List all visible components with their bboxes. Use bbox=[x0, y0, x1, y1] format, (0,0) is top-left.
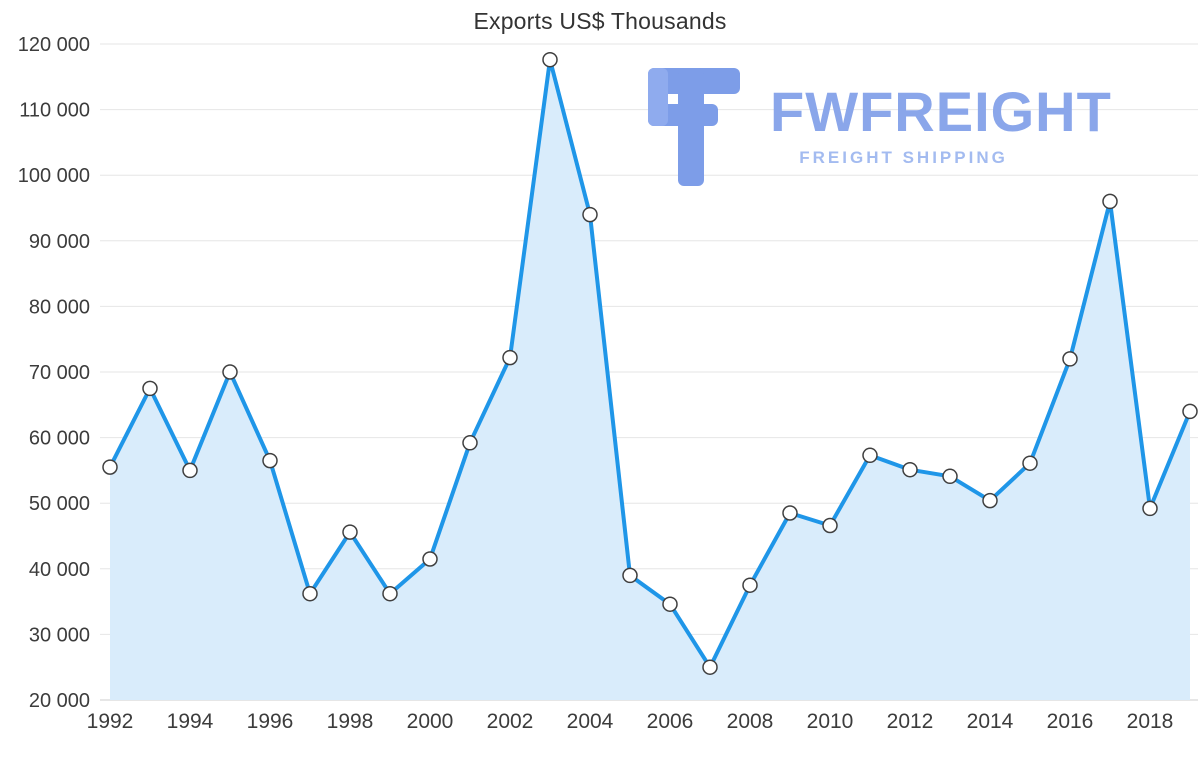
x-axis-tick-label: 2018 bbox=[1127, 710, 1174, 733]
x-axis-tick-label: 2012 bbox=[887, 710, 934, 733]
x-axis-tick-label: 1992 bbox=[87, 710, 134, 733]
x-axis-tick-label: 2008 bbox=[727, 710, 774, 733]
y-axis-tick-label: 40 000 bbox=[29, 559, 90, 581]
data-point-marker-2016[interactable] bbox=[1062, 351, 1078, 367]
x-axis-tick-label: 2010 bbox=[807, 710, 854, 733]
chart-title: Exports US$ Thousands bbox=[473, 8, 727, 34]
data-point-marker-1995[interactable] bbox=[222, 364, 238, 380]
data-point-marker-2004[interactable] bbox=[582, 206, 598, 223]
data-point-marker-1994[interactable] bbox=[182, 462, 198, 479]
data-point-marker-1997[interactable] bbox=[302, 585, 318, 602]
data-point-marker-2012[interactable] bbox=[902, 461, 918, 478]
series-line bbox=[108, 57, 1192, 670]
data-point-marker-1998[interactable] bbox=[342, 524, 358, 540]
data-point-marker-2015[interactable] bbox=[1022, 455, 1038, 471]
y-axis-tick-label: 70 000 bbox=[29, 362, 90, 384]
data-point-marker-2013[interactable] bbox=[942, 468, 958, 485]
x-axis-tick-label: 2004 bbox=[567, 710, 614, 733]
y-axis-tick-label: 80 000 bbox=[29, 296, 90, 318]
area-fill bbox=[110, 59, 1190, 700]
data-point-marker-2006[interactable] bbox=[662, 596, 678, 612]
data-point-marker-2009[interactable] bbox=[782, 505, 798, 521]
y-axis-tick-label: 60 000 bbox=[29, 428, 90, 450]
data-point-marker-2003[interactable] bbox=[542, 51, 558, 68]
x-axis-tick-label: 2006 bbox=[647, 710, 694, 733]
x-axis-tick-label: 2016 bbox=[1047, 710, 1094, 733]
data-point-marker-2011[interactable] bbox=[862, 447, 878, 464]
data-point-marker-2002[interactable] bbox=[502, 349, 518, 366]
data-point-marker-1993[interactable] bbox=[142, 380, 158, 397]
x-axis-tick-label: 1998 bbox=[327, 710, 374, 733]
data-point-marker-2014[interactable] bbox=[982, 492, 998, 509]
data-point-marker-2010[interactable] bbox=[822, 517, 838, 534]
data-point-marker-1996[interactable] bbox=[262, 452, 278, 469]
data-point-marker-2019[interactable] bbox=[1182, 403, 1198, 420]
data-point-marker-2007[interactable] bbox=[702, 659, 718, 675]
data-point-marker-1999[interactable] bbox=[382, 585, 398, 602]
x-axis-tick-label: 2014 bbox=[967, 710, 1014, 733]
x-axis-tick-label: 2000 bbox=[407, 710, 454, 733]
data-point-marker-1992[interactable] bbox=[102, 459, 118, 475]
x-axis-tick-label: 1994 bbox=[167, 710, 214, 733]
data-point-marker-2008[interactable] bbox=[742, 577, 758, 593]
data-point-marker-2000[interactable] bbox=[422, 551, 438, 567]
y-axis-tick-label: 100 000 bbox=[18, 165, 90, 187]
y-axis-tick-label: 90 000 bbox=[29, 231, 90, 253]
y-axis-tick-label: 50 000 bbox=[29, 493, 90, 515]
x-axis-tick-label: 1996 bbox=[247, 710, 294, 733]
data-point-marker-2017[interactable] bbox=[1102, 193, 1118, 210]
y-axis-tick-label: 30 000 bbox=[29, 624, 90, 646]
data-point-marker-2005[interactable] bbox=[622, 567, 638, 584]
y-axis-tick-label: 110 000 bbox=[19, 100, 90, 122]
y-axis-tick-label: 120 000 bbox=[18, 34, 90, 56]
data-point-marker-2018[interactable] bbox=[1142, 500, 1158, 517]
x-axis-tick-label: 2002 bbox=[487, 710, 534, 733]
y-axis-tick-label: 20 000 bbox=[29, 690, 90, 712]
data-point-marker-2001[interactable] bbox=[462, 435, 478, 451]
